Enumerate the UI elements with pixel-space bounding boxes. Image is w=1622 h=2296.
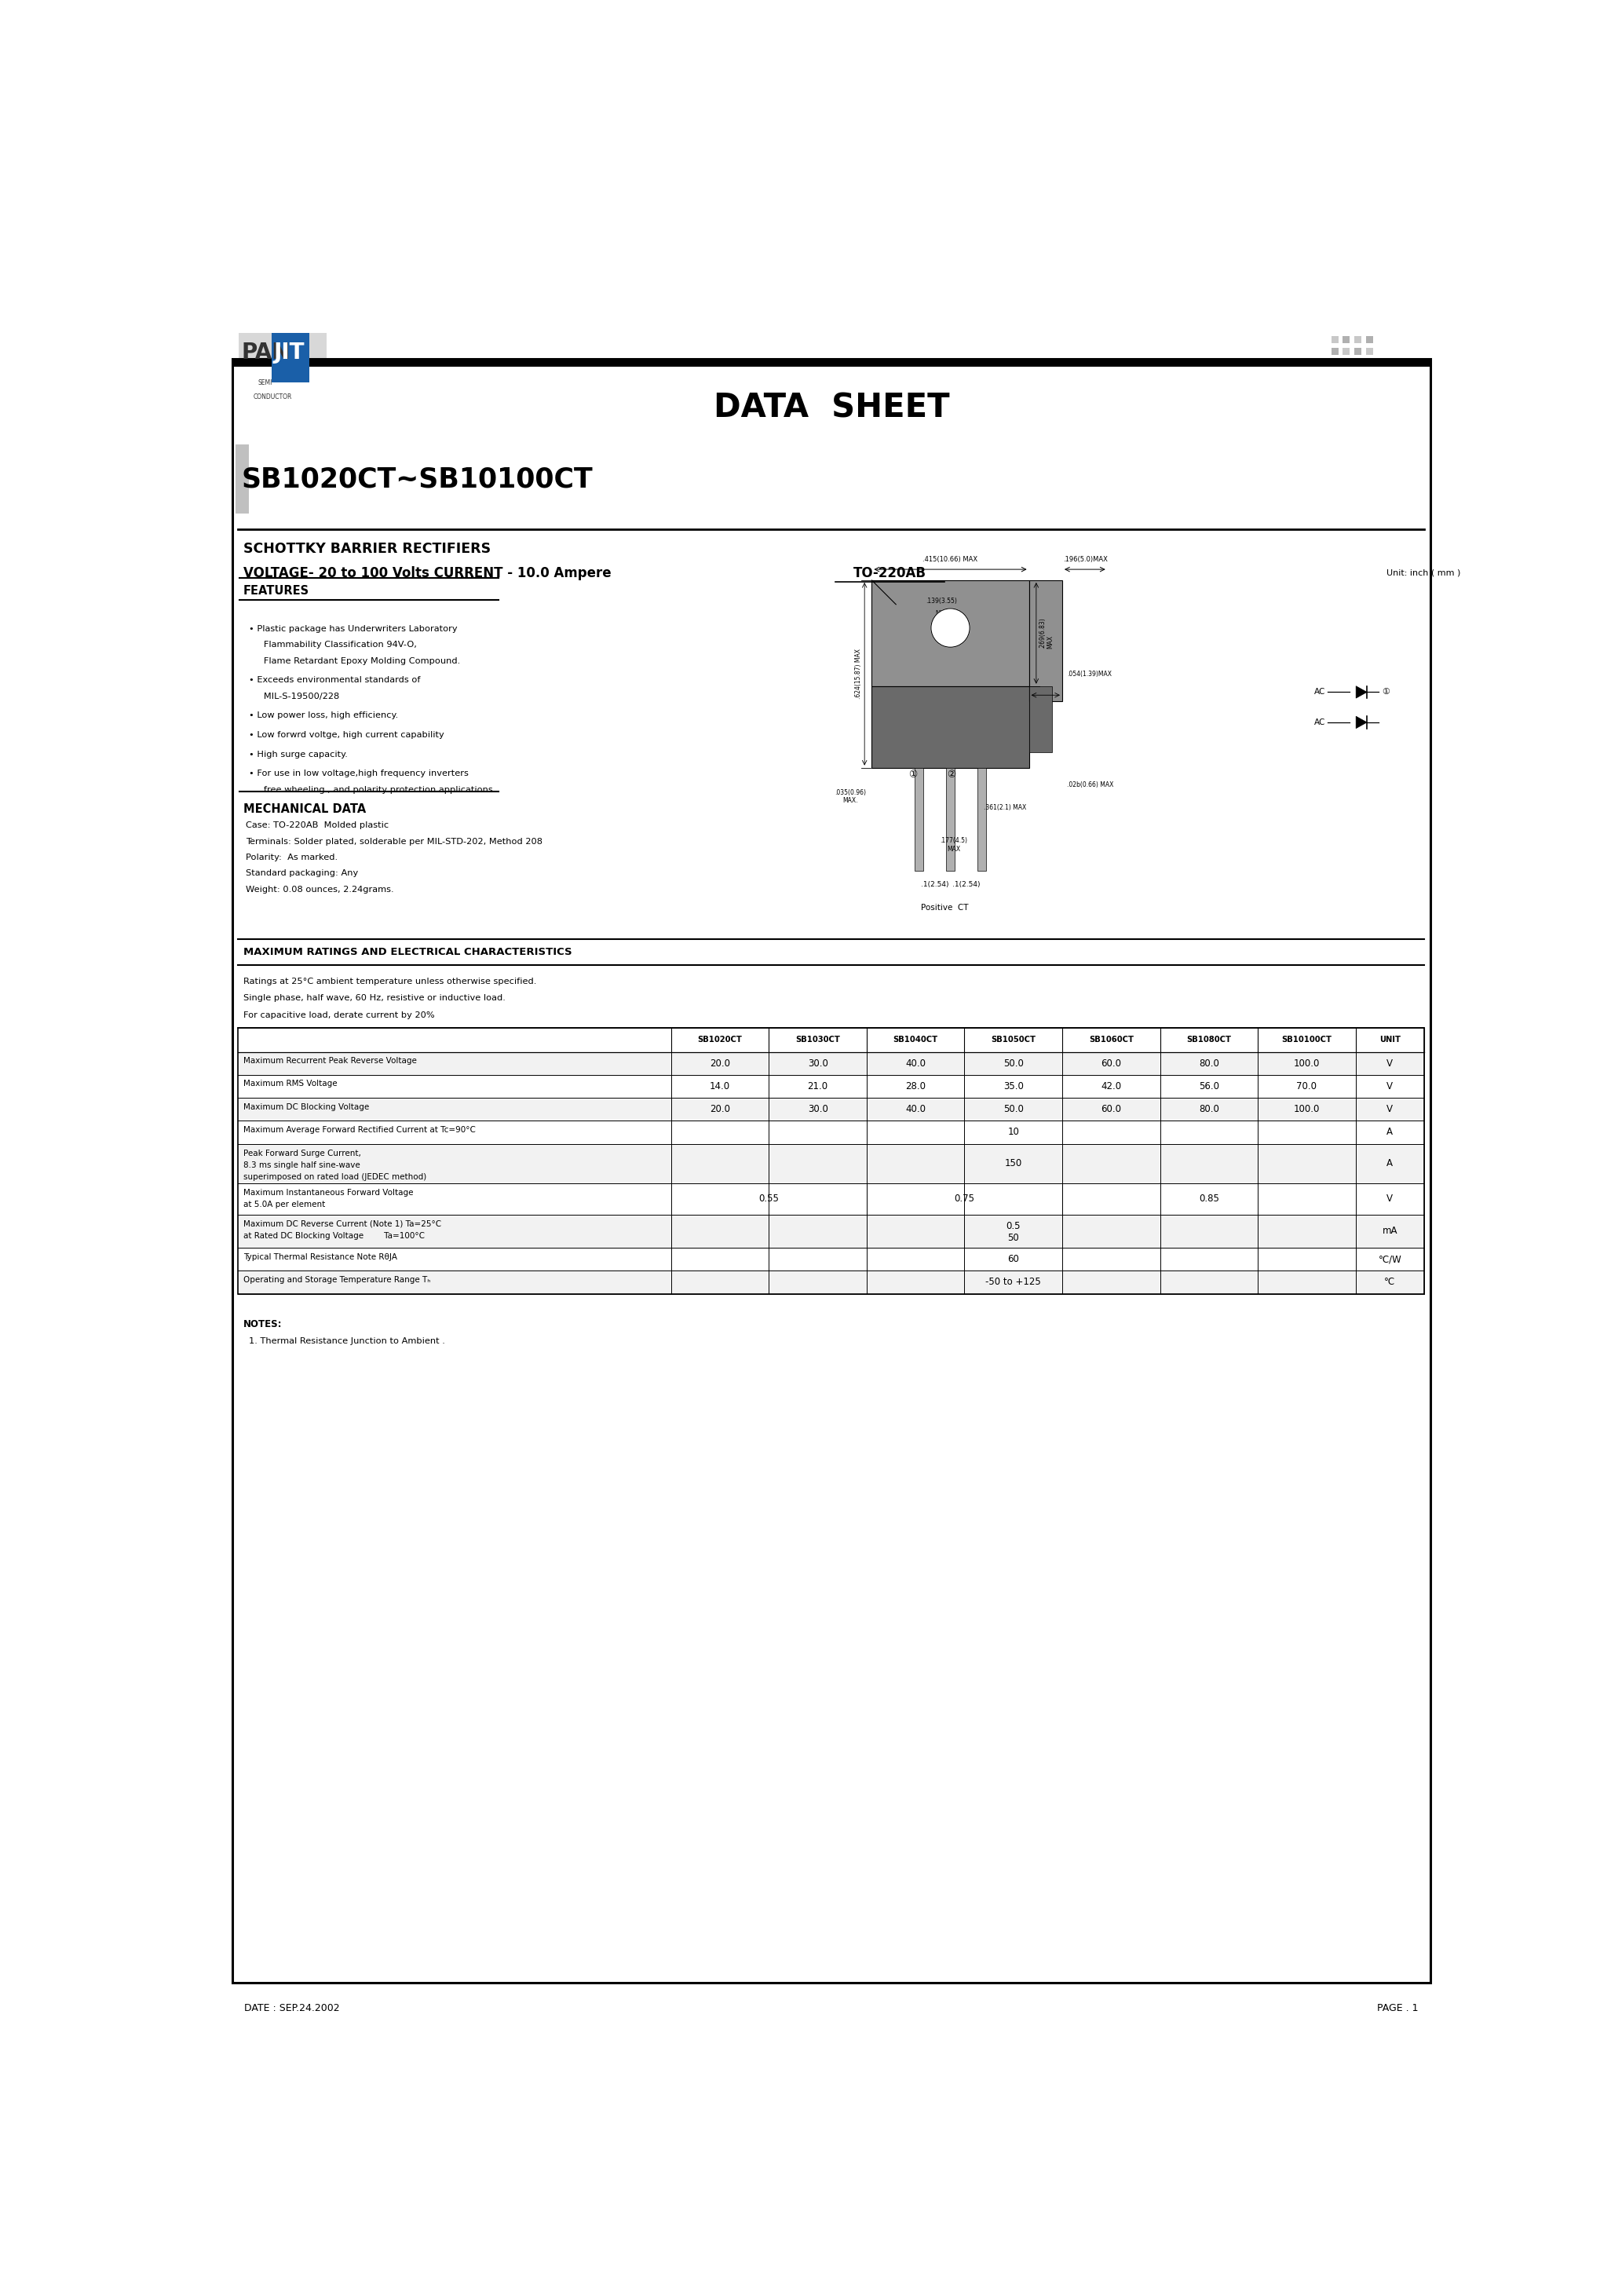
Text: SB1020CT: SB1020CT: [697, 1035, 743, 1045]
Bar: [1028, 687, 1053, 753]
Text: AC: AC: [1314, 689, 1325, 696]
Text: Ratings at 25°C ambient temperature unless otherwise specified.: Ratings at 25°C ambient temperature unle…: [243, 978, 537, 985]
Text: V: V: [1387, 1058, 1393, 1068]
Text: 35.0: 35.0: [1002, 1081, 1023, 1091]
Bar: [1366, 370, 1372, 379]
Text: CONDUCTOR: CONDUCTOR: [253, 393, 292, 400]
Text: 100.0: 100.0: [1293, 1104, 1320, 1114]
Text: Maximum Instantaneous Forward Voltage: Maximum Instantaneous Forward Voltage: [243, 1189, 414, 1196]
Text: mA: mA: [1382, 1226, 1398, 1235]
Text: SB1060CT: SB1060CT: [1088, 1035, 1134, 1045]
Bar: [238, 333, 326, 383]
Bar: [1366, 358, 1372, 367]
Text: 60.0: 60.0: [1101, 1104, 1121, 1114]
Text: MIL-S-19500/228: MIL-S-19500/228: [255, 693, 339, 700]
Text: 50.0: 50.0: [1002, 1104, 1023, 1114]
Text: SB1030CT: SB1030CT: [795, 1035, 840, 1045]
Text: UNIT: UNIT: [1379, 1035, 1400, 1045]
Text: 80.0: 80.0: [1199, 1058, 1220, 1068]
Text: SEMI: SEMI: [258, 379, 272, 386]
Text: .269(6.83)
MAX: .269(6.83) MAX: [1038, 618, 1054, 650]
Text: .624(15.87) MAX: .624(15.87) MAX: [855, 650, 863, 698]
Text: 20.0: 20.0: [710, 1104, 730, 1114]
Text: °C/W: °C/W: [1379, 1254, 1401, 1265]
Bar: [238, 1247, 1424, 1270]
Text: 28.0: 28.0: [905, 1081, 926, 1091]
Bar: [238, 1215, 1424, 1247]
Text: at 5.0A per element: at 5.0A per element: [243, 1201, 326, 1208]
Text: V: V: [1387, 1081, 1393, 1091]
Bar: [871, 687, 1028, 767]
Text: 30.0: 30.0: [808, 1058, 827, 1068]
Bar: [978, 767, 986, 870]
Text: Maximum DC Blocking Voltage: Maximum DC Blocking Voltage: [243, 1102, 370, 1111]
Text: 20.0: 20.0: [710, 1058, 730, 1068]
Bar: [238, 1052, 1424, 1075]
Text: SB1020CT~SB10100CT: SB1020CT~SB10100CT: [242, 466, 592, 494]
Polygon shape: [1356, 687, 1367, 698]
Text: Flame Retardant Epoxy Molding Compound.: Flame Retardant Epoxy Molding Compound.: [255, 657, 461, 666]
Text: Typical Thermal Resistance Note RθJA: Typical Thermal Resistance Note RθJA: [243, 1254, 397, 1261]
Text: 42.0: 42.0: [1101, 1081, 1121, 1091]
Text: DATE : SEP.24.2002: DATE : SEP.24.2002: [245, 2004, 339, 2014]
Bar: [238, 1270, 1424, 1293]
Text: 40.0: 40.0: [905, 1058, 926, 1068]
Text: 100.0: 100.0: [1293, 1058, 1320, 1068]
Text: V: V: [1387, 1104, 1393, 1114]
Bar: [1343, 358, 1350, 367]
Text: • For use in low voltage,high frequency inverters: • For use in low voltage,high frequency …: [250, 769, 469, 778]
Text: 0.75: 0.75: [954, 1194, 975, 1203]
Bar: [238, 1097, 1424, 1120]
Text: 60.0: 60.0: [1101, 1058, 1121, 1068]
Bar: [1343, 370, 1350, 379]
Text: °C: °C: [1384, 1277, 1395, 1288]
Bar: [1354, 347, 1361, 354]
Bar: [1354, 335, 1361, 342]
Text: 14.0: 14.0: [710, 1081, 730, 1091]
Text: .035(0.96)
MAX.: .035(0.96) MAX.: [835, 790, 866, 804]
Text: • Exceeds environmental standards of: • Exceeds environmental standards of: [250, 677, 420, 684]
Bar: [238, 1029, 1424, 1293]
Text: 50.0: 50.0: [1002, 1058, 1023, 1068]
Text: 8.3 ms single half sine-wave: 8.3 ms single half sine-wave: [243, 1162, 360, 1169]
Text: Single phase, half wave, 60 Hz, resistive or inductive load.: Single phase, half wave, 60 Hz, resistiv…: [243, 994, 504, 1003]
Text: .054(1.39)MAX: .054(1.39)MAX: [1067, 670, 1111, 677]
Text: 30.0: 30.0: [808, 1104, 827, 1114]
Bar: [1366, 347, 1372, 354]
Text: superimposed on rated load (JEDEC method): superimposed on rated load (JEDEC method…: [243, 1173, 427, 1180]
Bar: [238, 1120, 1424, 1143]
Polygon shape: [1356, 716, 1367, 728]
Bar: [1343, 347, 1350, 354]
Text: JIT: JIT: [274, 342, 305, 363]
Bar: [1028, 581, 1062, 700]
Bar: [271, 333, 308, 383]
Text: • Low forwrd voltge, high current capability: • Low forwrd voltge, high current capabi…: [250, 730, 444, 739]
Bar: [915, 767, 923, 870]
Text: A: A: [1387, 1127, 1393, 1137]
Text: at Rated DC Blocking Voltage        Ta=100°C: at Rated DC Blocking Voltage Ta=100°C: [243, 1233, 425, 1240]
Bar: [1332, 347, 1338, 354]
Text: Case: TO-220AB  Molded plastic: Case: TO-220AB Molded plastic: [245, 822, 389, 829]
Text: Terminals: Solder plated, solderable per MIL-STD-202, Method 208: Terminals: Solder plated, solderable per…: [245, 838, 542, 845]
Text: 0.85: 0.85: [1199, 1194, 1220, 1203]
Text: .361(2.1) MAX: .361(2.1) MAX: [983, 804, 1027, 810]
Bar: [232, 358, 1431, 367]
Text: SB1040CT: SB1040CT: [894, 1035, 938, 1045]
Bar: [1332, 358, 1338, 367]
Text: SB1050CT: SB1050CT: [991, 1035, 1036, 1045]
Text: Maximum RMS Voltage: Maximum RMS Voltage: [243, 1079, 337, 1088]
Text: MECHANICAL DATA: MECHANICAL DATA: [243, 804, 365, 815]
Text: .1(2.54): .1(2.54): [921, 882, 949, 889]
Text: SB1080CT: SB1080CT: [1187, 1035, 1231, 1045]
Text: 80.0: 80.0: [1199, 1104, 1220, 1114]
Text: 60: 60: [1007, 1254, 1019, 1265]
Text: 56.0: 56.0: [1199, 1081, 1220, 1091]
Text: Unit: inch ( mm ): Unit: inch ( mm ): [1387, 569, 1460, 576]
Text: -50 to +125: -50 to +125: [986, 1277, 1041, 1288]
Text: 150: 150: [1004, 1157, 1022, 1169]
Text: ①: ①: [1382, 689, 1390, 696]
Text: .02b(0.66) MAX: .02b(0.66) MAX: [1067, 781, 1114, 788]
Text: Operating and Storage Temperature Range Tₕ: Operating and Storage Temperature Range …: [243, 1277, 431, 1283]
Text: Positive  CT: Positive CT: [921, 905, 968, 912]
Text: 70.0: 70.0: [1296, 1081, 1317, 1091]
